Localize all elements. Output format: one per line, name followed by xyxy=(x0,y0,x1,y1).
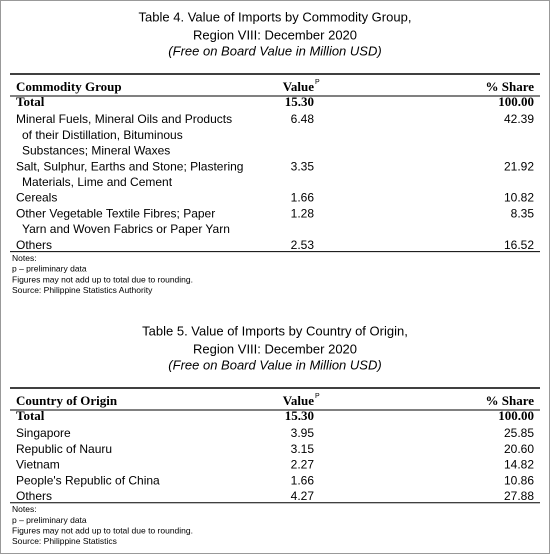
header-cell: Value xyxy=(283,79,315,94)
row-share: 42.39 xyxy=(504,112,534,126)
row-label: Salt, Sulphur, Earths and Stone; Plaster… xyxy=(16,159,243,173)
header-cell: % Share xyxy=(485,79,534,94)
row-label: People's Republic of China xyxy=(16,473,160,487)
total-share: 100.00 xyxy=(498,408,534,423)
total-value: 15.30 xyxy=(285,94,314,109)
header-cell: % Share xyxy=(485,393,534,408)
row-share: 21.92 xyxy=(504,159,534,173)
total-label: Total xyxy=(16,408,45,423)
header-note: P xyxy=(315,393,320,400)
table-title: Table 4. Value of Imports by Commodity G… xyxy=(139,9,412,24)
note: p – preliminary data xyxy=(12,515,87,525)
row-label: Others xyxy=(16,489,52,503)
row-value: 3.95 xyxy=(291,426,315,440)
table-title: (Free on Board Value in Million USD) xyxy=(168,43,381,58)
row-label: Singapore xyxy=(16,426,71,440)
table-title: (Free on Board Value in Million USD) xyxy=(168,357,381,372)
note: p – preliminary data xyxy=(12,264,87,274)
note: Figures may not add up to total due to r… xyxy=(12,274,193,284)
note: Source: Philippine Statistics Authority xyxy=(12,285,153,295)
row-value: 1.28 xyxy=(291,206,315,220)
row-share: 10.86 xyxy=(504,473,534,487)
row-value: 6.48 xyxy=(291,112,315,126)
row-share: 16.52 xyxy=(504,238,534,252)
row-label: Mineral Fuels, Mineral Oils and Products xyxy=(16,112,232,126)
header-note: P xyxy=(315,79,320,86)
row-share: 25.85 xyxy=(504,426,534,440)
total-share: 100.00 xyxy=(498,94,534,109)
row-share: 10.82 xyxy=(504,191,534,205)
table-title: Region VIII: December 2020 xyxy=(193,27,357,42)
row-label: Republic of Nauru xyxy=(16,442,112,456)
row-value: 4.27 xyxy=(291,489,315,503)
row-label: Materials, Lime and Cement xyxy=(22,175,173,189)
row-label: Others xyxy=(16,238,52,252)
total-value: 15.30 xyxy=(285,408,314,423)
note: Figures may not add up to total due to r… xyxy=(12,525,193,535)
header-cell: Country of Origin xyxy=(16,393,118,408)
table-title: Table 5. Value of Imports by Country of … xyxy=(142,323,408,338)
note: Notes: xyxy=(12,253,37,263)
row-label: Other Vegetable Textile Fibres; Paper xyxy=(16,206,215,220)
row-value: 1.66 xyxy=(291,473,315,487)
row-value: 1.66 xyxy=(291,191,315,205)
row-label: Vietnam xyxy=(16,458,60,472)
row-value: 3.35 xyxy=(291,159,315,173)
total-label: Total xyxy=(16,94,45,109)
row-value: 3.15 xyxy=(291,442,315,456)
row-label: Yarn and Woven Fabrics or Paper Yarn xyxy=(22,222,230,236)
row-label: Substances; Mineral Waxes xyxy=(22,144,170,158)
row-share: 27.88 xyxy=(504,489,534,503)
header-cell: Value xyxy=(283,393,315,408)
row-value: 2.53 xyxy=(291,238,315,252)
row-share: 8.35 xyxy=(511,206,535,220)
row-label: Cereals xyxy=(16,191,57,205)
note: Notes: xyxy=(12,504,37,514)
note: Source: Philippine Statistics xyxy=(12,536,117,546)
row-label: of their Distillation, Bituminous xyxy=(22,128,183,142)
row-share: 14.82 xyxy=(504,458,534,472)
row-share: 20.60 xyxy=(504,442,534,456)
row-value: 2.27 xyxy=(291,458,315,472)
header-cell: Commodity Group xyxy=(16,79,122,94)
table-title: Region VIII: December 2020 xyxy=(193,341,357,356)
